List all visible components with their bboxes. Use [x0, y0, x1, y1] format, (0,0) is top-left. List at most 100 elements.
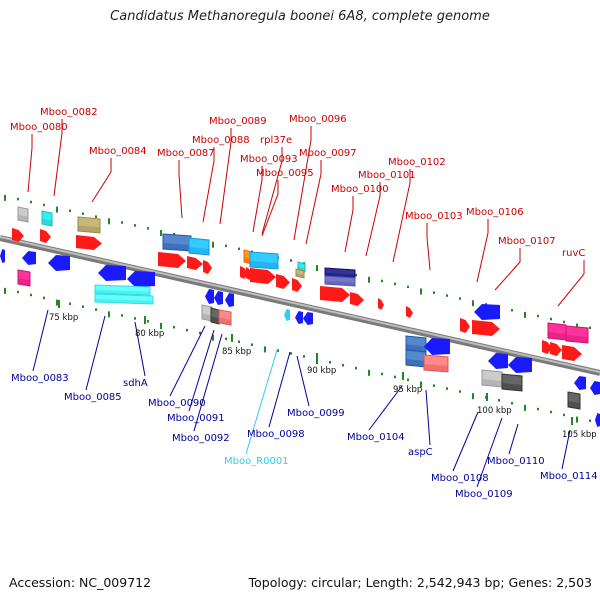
track-dot: [563, 413, 565, 417]
gene-block: [320, 286, 350, 302]
track-dot: [368, 276, 370, 283]
track-dot: [4, 194, 6, 201]
track-dot: [446, 387, 448, 390]
leader-line: [53, 119, 63, 197]
leader-line: [368, 385, 403, 431]
leader-line: [193, 333, 223, 432]
leader-line: [91, 158, 112, 203]
track-dot: [511, 308, 513, 312]
track-dot: [95, 215, 97, 218]
track-dot: [199, 331, 201, 335]
track-dot: [498, 399, 500, 402]
gene-block: [324, 275, 356, 287]
leader-line: [188, 329, 215, 412]
gene-block: [474, 304, 500, 320]
track-dot: [82, 305, 84, 308]
gene-block: [350, 292, 364, 306]
gene-label-bottom: Mboo_0098: [247, 429, 305, 440]
gene-shade: [211, 316, 219, 324]
track-dot: [134, 224, 136, 227]
gene-label-top: Mboo_0082: [40, 107, 98, 118]
gene-label-top: Mboo_0093: [240, 154, 298, 165]
leader-line: [268, 351, 291, 428]
track-dot: [290, 352, 292, 355]
gene-block: [542, 340, 552, 354]
gene-label-bottom: Mboo_0090: [148, 398, 206, 409]
leader-line: [344, 196, 354, 253]
gene-block: [218, 309, 232, 326]
gene-block: [249, 251, 279, 270]
gene-block: [406, 306, 413, 318]
track-dot: [43, 296, 45, 300]
gene-block: [595, 413, 600, 427]
gene-shade: [568, 401, 580, 409]
leader-line: [293, 126, 312, 241]
gene-block: [550, 342, 562, 356]
leader-line: [392, 169, 411, 263]
leader-line: [169, 325, 206, 397]
gene-label-bottom: Mboo_0114: [540, 471, 598, 482]
track-dot: [82, 212, 84, 215]
tick-label: 105 kbp: [562, 430, 597, 440]
map-title: Candidatus Methanoregula boonei 6A8, com…: [110, 9, 490, 24]
gene-block: [284, 309, 290, 321]
gene-block: [225, 293, 234, 307]
leader-line: [476, 417, 503, 488]
gene-labels: Mboo_0080 Mboo_0082 Mboo_0084 Mboo_0087 Mboo…: [10, 107, 598, 500]
track-dot: [147, 227, 149, 230]
track-dot: [17, 197, 19, 201]
track-dot: [459, 297, 461, 300]
gene-block: [22, 251, 36, 265]
track-dot: [576, 416, 578, 423]
gene-block: [567, 391, 581, 410]
track-dot: [147, 320, 149, 323]
gene-block: [77, 216, 101, 234]
lower-dotted-track: [4, 287, 591, 423]
track-dot: [95, 308, 97, 311]
gene-label-top: Mboo_0102: [388, 157, 446, 168]
track-dot: [173, 325, 175, 329]
gene-block: [574, 376, 586, 390]
track-dot: [43, 203, 45, 207]
leader-line: [27, 134, 33, 193]
gene-block: [214, 291, 223, 305]
track-dot: [563, 320, 565, 324]
gene-shade: [18, 214, 28, 222]
leader-line: [557, 260, 585, 307]
gene-shade: [42, 218, 52, 226]
gene-block: [127, 271, 155, 287]
leader-line: [32, 309, 49, 372]
track-dot: [251, 343, 253, 346]
track-dot: [225, 244, 227, 248]
track-dot: [212, 241, 214, 248]
gene-label-top: Mboo_0097: [299, 148, 357, 159]
gene-label-top: Mboo_0096: [289, 114, 347, 125]
gene-block: [250, 268, 276, 284]
tick-label: 85 kbp: [222, 347, 251, 357]
leader-line: [296, 355, 310, 407]
track-dot: [264, 346, 266, 353]
track-dot: [290, 259, 292, 262]
tick-label: 80 kbp: [135, 329, 164, 339]
gene-shade: [502, 383, 522, 391]
gene-block: [205, 289, 214, 304]
track-dot: [30, 200, 32, 204]
label-leader-lines: [27, 119, 585, 488]
track-dot: [329, 361, 331, 364]
track-dot: [446, 294, 448, 297]
gene-block: [303, 312, 313, 325]
track-dot: [433, 384, 435, 387]
track-dot: [56, 206, 58, 213]
track-dot: [550, 317, 552, 321]
track-dot: [160, 323, 162, 329]
gene-shade: [325, 280, 355, 286]
gene-block: [276, 274, 290, 289]
track-dot: [524, 404, 526, 411]
gene-block: [41, 210, 53, 227]
leader-line: [426, 223, 431, 271]
gene-shade: [406, 359, 426, 367]
gene-block: [94, 284, 151, 296]
track-dot: [394, 375, 396, 379]
gene-label-top: Mboo_0107: [498, 236, 556, 247]
gene-block: [590, 381, 600, 395]
